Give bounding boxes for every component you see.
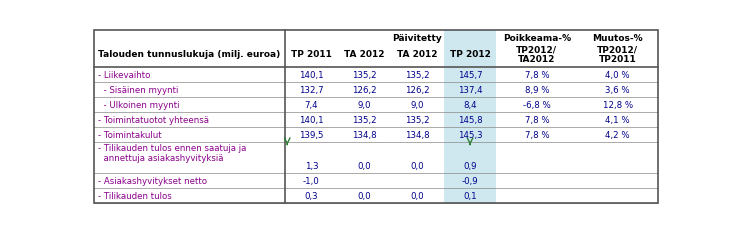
Text: 145,8: 145,8 [457,116,482,125]
Text: 135,2: 135,2 [352,116,377,125]
Text: 134,8: 134,8 [352,131,377,140]
Text: Poikkeama-%: Poikkeama-% [503,34,571,43]
Text: - Ulkoinen myynti: - Ulkoinen myynti [98,101,180,109]
Text: Muutos-%: Muutos-% [592,34,643,43]
Text: 9,0: 9,0 [358,101,371,109]
Text: 3,6 %: 3,6 % [605,85,630,94]
Text: 126,2: 126,2 [352,85,377,94]
Text: 134,8: 134,8 [405,131,430,140]
Text: 4,2 %: 4,2 % [605,131,630,140]
Text: 7,4: 7,4 [305,101,318,109]
Text: TP 2012: TP 2012 [449,50,490,59]
Text: 1,3: 1,3 [305,161,318,170]
Text: - Asiakashyvitykset netto: - Asiakashyvitykset netto [98,176,207,185]
Text: 132,7: 132,7 [299,85,324,94]
Text: 140,1: 140,1 [299,116,324,125]
Text: 7,8 %: 7,8 % [525,131,549,140]
Text: 135,2: 135,2 [405,70,430,79]
Text: -0,9: -0,9 [462,176,479,185]
Text: -1,0: -1,0 [303,176,320,185]
Text: 8,9 %: 8,9 % [525,85,549,94]
Text: 145,7: 145,7 [457,70,482,79]
Text: 0,0: 0,0 [410,191,424,200]
Text: 140,1: 140,1 [299,70,324,79]
Text: Talouden tunnuslukuja (milj. euroa): Talouden tunnuslukuja (milj. euroa) [98,50,280,59]
Text: 7,8 %: 7,8 % [525,116,549,125]
Text: 139,5: 139,5 [299,131,324,140]
Text: - Liikevaihto: - Liikevaihto [98,70,150,79]
Text: - Toimintakulut: - Toimintakulut [98,131,161,140]
Text: Päivitetty: Päivitetty [392,34,442,43]
Text: 0,1: 0,1 [463,191,477,200]
Text: - Tilikauden tulos: - Tilikauden tulos [98,191,172,200]
Text: TP2012/
TP2011: TP2012/ TP2011 [597,45,638,64]
Text: - Toimintatuotot yhteensä: - Toimintatuotot yhteensä [98,116,209,125]
Text: 0,0: 0,0 [358,161,371,170]
Text: 0,0: 0,0 [410,161,424,170]
Text: 135,2: 135,2 [352,70,377,79]
Text: 8,4: 8,4 [463,101,477,109]
Text: TP 2011: TP 2011 [291,50,332,59]
Text: 0,3: 0,3 [305,191,318,200]
Text: 9,0: 9,0 [410,101,424,109]
Text: 7,8 %: 7,8 % [525,70,549,79]
Text: 137,4: 137,4 [457,85,482,94]
Text: 126,2: 126,2 [405,85,430,94]
Text: TP2012/
TA2012: TP2012/ TA2012 [516,45,557,64]
Text: 0,0: 0,0 [358,191,371,200]
Text: 145,3: 145,3 [457,131,482,140]
Text: TA 2012: TA 2012 [397,50,438,59]
Text: 0,9: 0,9 [463,161,476,170]
Bar [443,30,496,203]
Text: 12,8 %: 12,8 % [603,101,633,109]
Text: - Tilikauden tulos ennen saatuja ja
  annettuja asiakashyvityksiä: - Tilikauden tulos ennen saatuja ja anne… [98,144,246,163]
Text: - Sisäinen myynti: - Sisäinen myynti [98,85,178,94]
Text: 135,2: 135,2 [405,116,430,125]
Text: TA 2012: TA 2012 [344,50,385,59]
Text: 4,1 %: 4,1 % [605,116,630,125]
Text: 4,0 %: 4,0 % [605,70,630,79]
Text: -6,8 %: -6,8 % [523,101,550,109]
